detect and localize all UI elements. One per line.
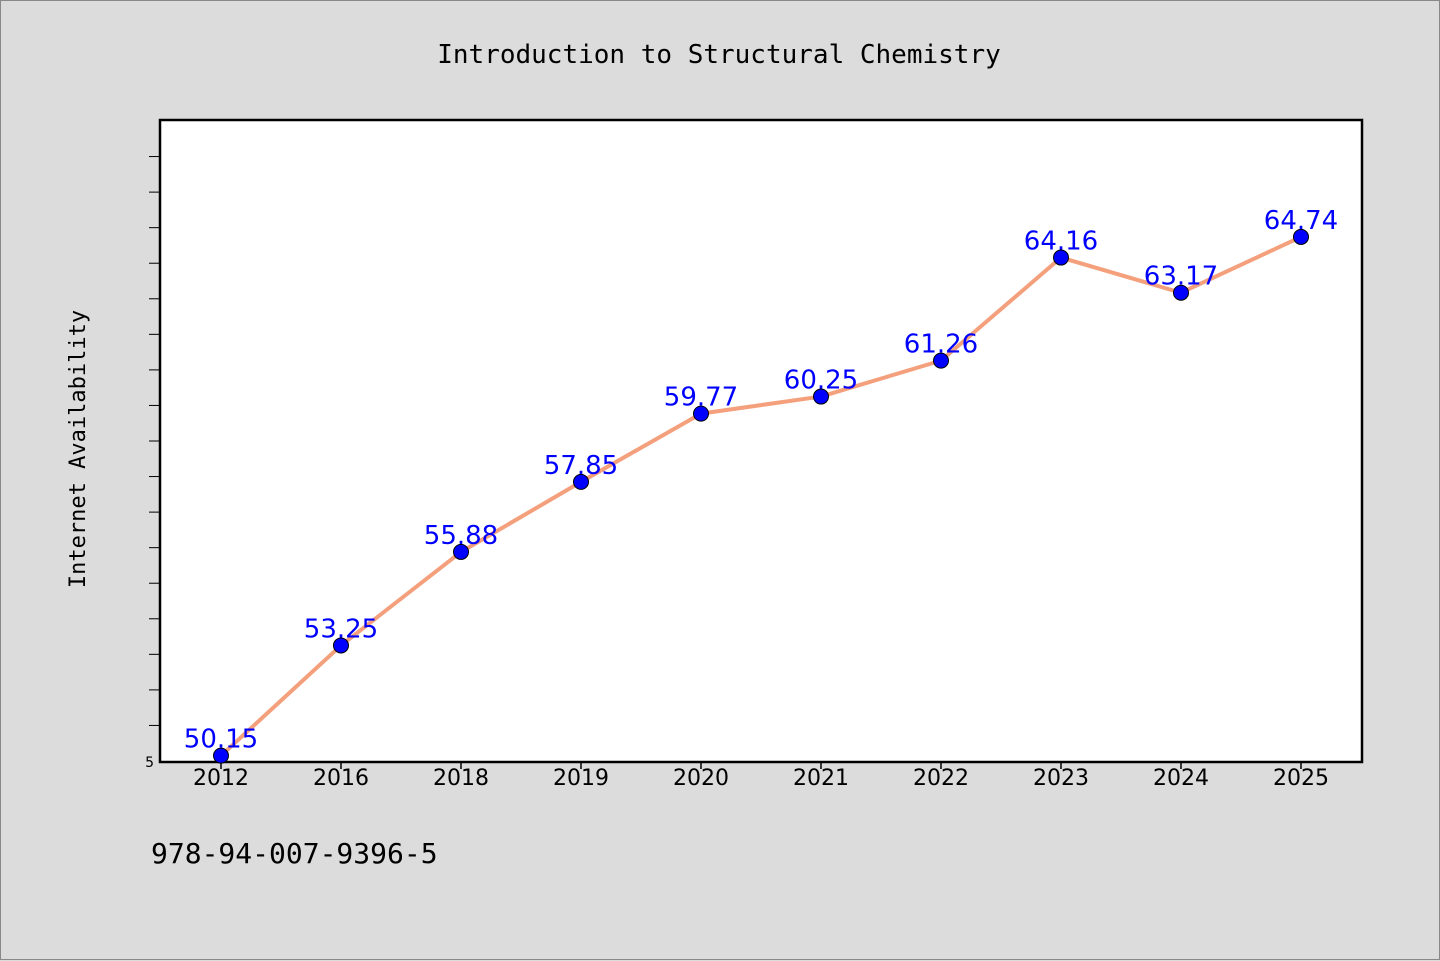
x-tick-label: 2012 (193, 766, 249, 791)
data-point (333, 637, 349, 654)
x-tick-label: 2023 (1033, 766, 1089, 791)
x-tick-label: 2020 (673, 766, 729, 791)
x-tick-label: 2019 (553, 766, 609, 791)
series-line (219, 235, 1302, 758)
x-tick-label: 2018 (433, 766, 489, 791)
plot-area (158, 118, 1364, 764)
y-axis-ticks (149, 156, 161, 726)
data-point (1053, 249, 1069, 266)
data-label: 64.74 (1264, 206, 1338, 236)
x-tick-label: 2021 (793, 766, 849, 791)
y-axis-label: Internet Availability (66, 310, 91, 588)
x-axis-ticks: 2012 2016 2018 2019 2020 2021 2022 2023 2024 2025 (193, 761, 1329, 791)
series-markers (213, 228, 1309, 764)
data-point (573, 473, 589, 490)
isbn-text: 978-94-007-9396-5 (151, 837, 438, 870)
data-point (693, 405, 709, 422)
data-label: 63.17 (1144, 262, 1218, 292)
data-point (813, 388, 829, 405)
x-tick-label: 2024 (1153, 766, 1209, 791)
chart-title: Introduction to Structural Chemistry (437, 40, 1001, 70)
data-label: 53.25 (304, 614, 378, 644)
y-tick-label: 5 (145, 755, 154, 771)
data-point (1293, 228, 1309, 245)
data-point (1173, 284, 1189, 301)
data-label: 57.85 (544, 451, 618, 481)
data-labels: 50.15 53.25 55.88 57.85 59.77 60.25 61.26 64.16… (184, 206, 1338, 755)
data-point (213, 747, 229, 764)
data-label: 55.88 (424, 521, 498, 551)
data-label: 60.25 (784, 366, 858, 396)
data-point (453, 543, 469, 560)
x-tick-label: 2016 (313, 766, 369, 791)
data-point (933, 352, 949, 369)
data-label: 50.15 (184, 725, 258, 755)
x-tick-label: 2025 (1273, 766, 1329, 791)
data-label: 59.77 (664, 383, 738, 413)
data-label: 64.16 (1024, 227, 1098, 257)
x-tick-label: 2022 (913, 766, 969, 791)
data-label: 61.26 (904, 330, 978, 360)
